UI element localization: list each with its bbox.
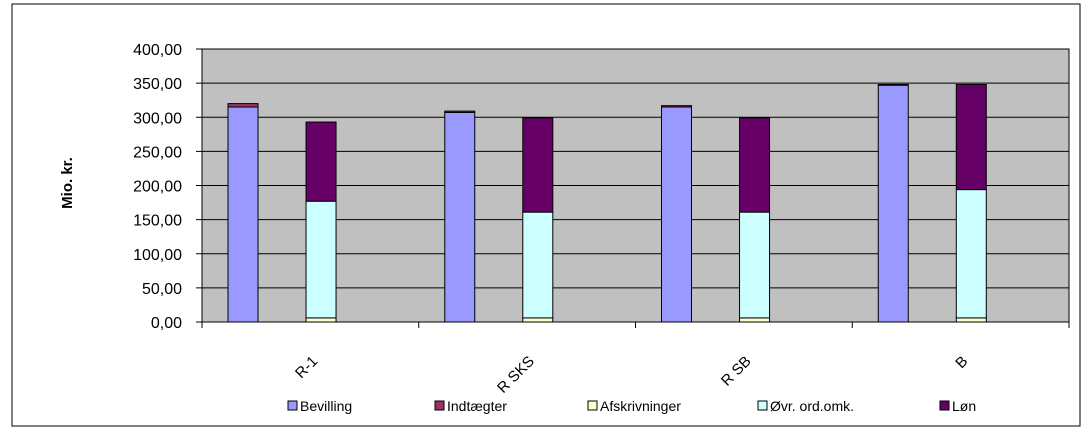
bar-segment-afskrivninger-r-sb — [739, 317, 771, 323]
bar-segment-indtægter-r-1 — [227, 103, 259, 108]
legend-label: Øvr. ord.omk. — [770, 398, 854, 414]
bar-segment-bevilling-r-sks — [444, 111, 476, 323]
bar-segment-løn-r-1 — [305, 121, 337, 202]
bar-segment-bevilling-r-sb — [661, 106, 693, 323]
legend-label: Indtægter — [447, 398, 507, 414]
legend-swatch — [939, 400, 950, 411]
bar-segment-øvr-ord-omk--r-sks — [522, 211, 554, 319]
legend-swatch — [434, 400, 445, 411]
bar-segment-indtægter-r-sks — [444, 110, 476, 113]
bar-segment-bevilling-r-1 — [227, 106, 259, 323]
bar-segment-afskrivninger-b — [955, 317, 987, 323]
bar-segment-øvr-ord-omk--r-1 — [305, 200, 337, 319]
bar-segment-løn-r-sb — [739, 117, 771, 213]
y-tick-label: 50,00 — [142, 281, 182, 298]
y-tick-label: 100,00 — [133, 247, 182, 264]
y-tick-label: 200,00 — [133, 179, 182, 196]
legend: Bevilling Indtægter Afskrivninger Øvr. ord.… — [287, 398, 976, 414]
bar-segment-afskrivninger-r-sks — [522, 317, 554, 323]
bar-segment-øvr-ord-omk--r-sb — [739, 211, 771, 319]
y-tick-label: 250,00 — [133, 144, 182, 161]
bar-segment-indtægter-r-sb — [661, 105, 693, 108]
legend-label: Løn — [952, 398, 976, 414]
y-tick-label: 150,00 — [133, 213, 182, 230]
y-axis-ticks: 0,00 50,00 100,00 150,00 200,00 250,00 300,00 3… — [133, 42, 1070, 332]
legend-swatch — [587, 400, 598, 411]
legend-swatch — [757, 400, 768, 411]
bar-segment-afskrivninger-r-1 — [305, 317, 337, 323]
y-tick-label: 300,00 — [133, 110, 182, 127]
legend-label: Bevilling — [300, 398, 352, 414]
plot-area — [201, 48, 1070, 323]
bar-segment-løn-b — [955, 83, 987, 191]
y-tick-label: 350,00 — [133, 76, 182, 93]
bar-segment-øvr-ord-omk--b — [955, 189, 987, 319]
y-tick-label: 400,00 — [133, 42, 182, 59]
y-axis-title: Mio. kr. — [59, 157, 76, 209]
bar-segment-bevilling-b — [877, 84, 909, 323]
bar-segment-løn-r-sks — [522, 117, 554, 213]
legend-label: Afskrivninger — [600, 398, 681, 414]
legend-swatch — [287, 400, 298, 411]
bar-segment-indtægter-b — [877, 83, 909, 86]
y-tick-label: 0,00 — [151, 315, 182, 332]
